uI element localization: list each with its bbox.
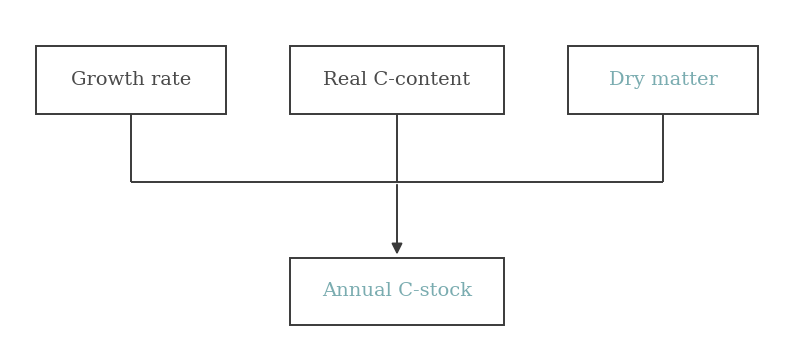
FancyBboxPatch shape — [568, 46, 758, 114]
FancyBboxPatch shape — [290, 258, 504, 325]
Text: Real C-content: Real C-content — [323, 71, 471, 89]
Text: Dry matter: Dry matter — [609, 71, 717, 89]
Text: Annual C-stock: Annual C-stock — [322, 282, 472, 300]
Text: Growth rate: Growth rate — [71, 71, 191, 89]
FancyBboxPatch shape — [290, 46, 504, 114]
FancyBboxPatch shape — [36, 46, 226, 114]
